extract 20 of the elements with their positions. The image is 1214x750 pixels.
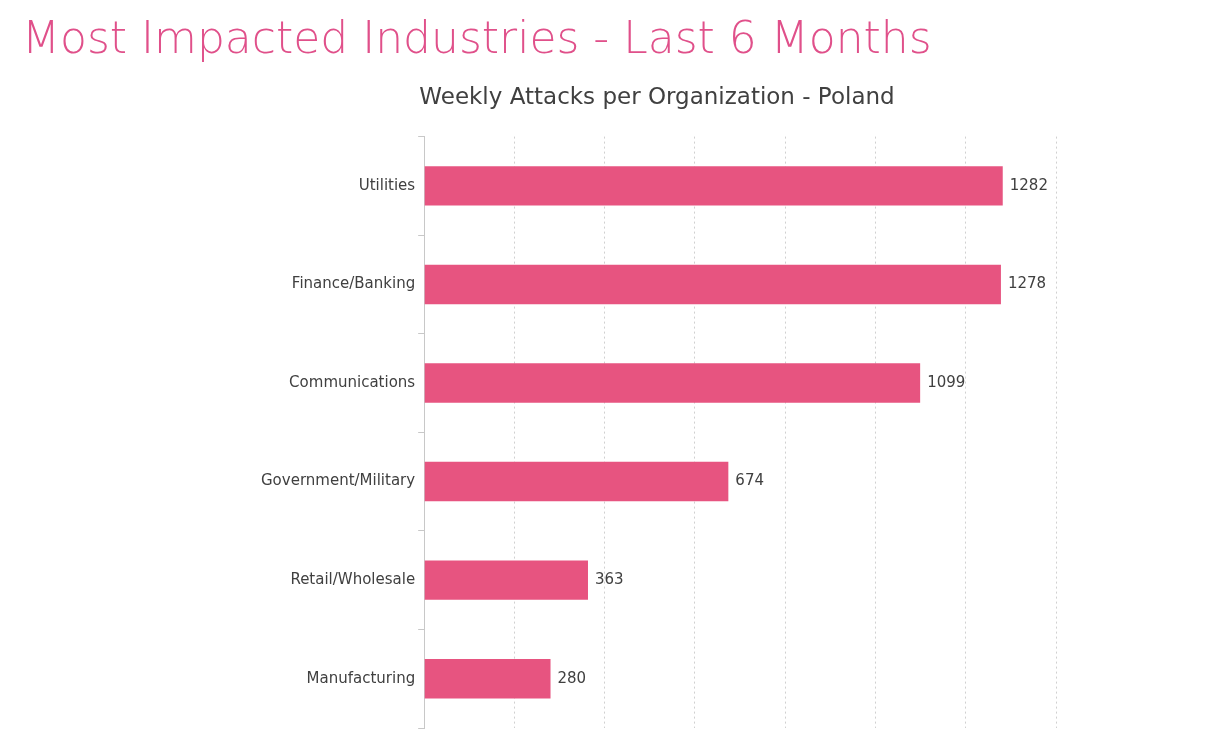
data-label: 1278: [1007, 274, 1047, 293]
y-tick-label: Communications: [289, 372, 416, 391]
y-tick-label: Manufacturing: [306, 668, 416, 687]
bar: [424, 264, 1001, 305]
y-tick-label: Government/Military: [260, 471, 416, 490]
bar: [424, 461, 729, 502]
chart-subtitle: Weekly Attacks per Organization - Poland: [419, 82, 895, 109]
data-label: 363: [594, 570, 624, 589]
bar: [424, 560, 588, 600]
data-label: 674: [735, 471, 764, 490]
y-tick-label: Finance/Banking: [291, 274, 416, 293]
bar: [424, 166, 1003, 206]
bar: [424, 363, 921, 403]
chart-title: Most Impacted Industries - Last 6 Months: [21, 11, 933, 65]
bar: [424, 659, 551, 699]
y-tick-label: Utilities: [358, 175, 416, 194]
data-label: 1282: [1009, 175, 1048, 194]
data-label: 280: [557, 668, 587, 687]
y-tick-label: Retail/Wholesale: [290, 570, 416, 589]
data-label: 1099: [927, 372, 966, 391]
